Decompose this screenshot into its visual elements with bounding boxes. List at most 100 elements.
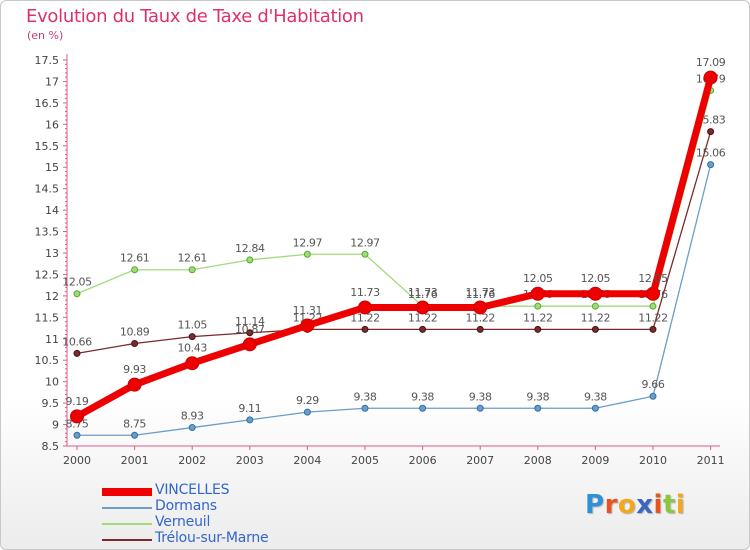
data-label: 9.38 xyxy=(354,390,377,403)
data-label: 11.76 xyxy=(465,288,495,301)
data-point xyxy=(534,302,542,310)
data-point xyxy=(131,431,139,439)
data-label: 12.97 xyxy=(350,236,380,249)
y-tick-label: 15 xyxy=(45,161,59,174)
legend: VINCELLES Dormans Verneuil Trélou-sur-Marne xyxy=(102,482,302,548)
series-verneuil: 12.05 12.61 12.61 12.84 12.97 12.97 11.76 11.76… xyxy=(62,72,726,310)
legend-label: Dormans xyxy=(155,498,217,514)
y-tick-label: 13 xyxy=(45,247,59,260)
data-label: 9.38 xyxy=(584,390,607,403)
data-label: 11.73 xyxy=(465,286,495,299)
chart-unit: (en %) xyxy=(27,29,64,42)
legend-item: Verneuil xyxy=(102,514,302,532)
data-point xyxy=(131,339,139,347)
data-point xyxy=(415,300,430,315)
data-point xyxy=(300,318,315,333)
legend-label: VINCELLES xyxy=(155,482,230,498)
chart-title: Evolution du Taux de Taxe d'Habitation xyxy=(26,6,364,27)
y-tick-label: 14 xyxy=(45,204,59,217)
data-label: 10.89 xyxy=(120,325,150,338)
data-point xyxy=(358,300,372,315)
data-label: 11.22 xyxy=(465,311,495,324)
data-label: 11.22 xyxy=(350,311,380,324)
data-point xyxy=(419,325,427,333)
data-label: 12.61 xyxy=(177,252,207,265)
data-label: 12.61 xyxy=(120,252,150,265)
legend-item: Trélou-sur-Marne xyxy=(102,530,302,548)
legend-swatch xyxy=(102,488,152,496)
data-label: 11.22 xyxy=(408,311,438,324)
data-label: 9.19 xyxy=(66,395,89,408)
y-tick-label: 10 xyxy=(45,376,59,389)
series-line xyxy=(76,90,712,307)
data-label: 10.66 xyxy=(62,335,92,348)
data-point xyxy=(588,286,603,301)
legend-swatch xyxy=(102,523,152,525)
data-label: 11.22 xyxy=(581,311,611,324)
x-tick-label: 2000 xyxy=(63,454,91,467)
y-tick-label: 16.5 xyxy=(35,97,60,110)
data-point xyxy=(530,286,545,301)
legend-item: Dormans xyxy=(102,498,302,516)
data-point xyxy=(361,325,369,333)
data-point xyxy=(476,325,484,333)
y-tick-label: 16 xyxy=(45,118,59,131)
x-tick-label: 2011 xyxy=(697,454,725,467)
data-label: 12.05 xyxy=(581,272,611,285)
proxiti-logo: Proxiti xyxy=(585,490,685,520)
data-point xyxy=(591,325,599,333)
data-point xyxy=(127,377,142,392)
series-line xyxy=(77,164,712,436)
data-label: 9.93 xyxy=(123,363,146,376)
x-tick-label: 2005 xyxy=(351,454,379,467)
data-point xyxy=(303,250,311,258)
y-tick-label: 9.5 xyxy=(42,397,60,410)
data-label: 15.06 xyxy=(696,147,726,160)
y-tick-label: 11.5 xyxy=(35,311,60,324)
data-point xyxy=(419,404,427,412)
x-tick-label: 2001 xyxy=(121,454,149,467)
data-label: 11.73 xyxy=(350,286,380,299)
data-point xyxy=(473,300,488,315)
legend-swatch xyxy=(102,507,152,509)
data-label: 11.31 xyxy=(293,304,323,317)
data-point xyxy=(534,325,542,333)
x-tick-label: 2009 xyxy=(581,454,609,467)
legend-item: VINCELLES xyxy=(102,482,302,500)
legend-label: Verneuil xyxy=(155,514,211,530)
data-point xyxy=(185,356,200,371)
data-label: 10.43 xyxy=(177,342,207,355)
data-point xyxy=(707,128,715,136)
series-line xyxy=(75,76,714,420)
data-label: 9.66 xyxy=(642,378,665,391)
data-point xyxy=(242,337,257,352)
data-point xyxy=(131,266,139,274)
data-label: 9.38 xyxy=(411,390,434,403)
data-point xyxy=(303,408,311,416)
data-label: 11.05 xyxy=(177,319,207,332)
x-tick-label: 2002 xyxy=(178,454,206,467)
data-point xyxy=(188,266,196,274)
logo-letter: o xyxy=(617,490,637,520)
series-tr-lou-sur-marne: 10.66 10.89 11.05 11.14 11.22 11.22 11.22 11.22… xyxy=(62,114,726,357)
data-label: 9.29 xyxy=(296,394,319,407)
data-label: 11.14 xyxy=(235,315,265,328)
data-point xyxy=(246,256,254,264)
x-tick-label: 2003 xyxy=(236,454,264,467)
data-point xyxy=(591,404,599,412)
x-tick-label: 2007 xyxy=(466,454,494,467)
data-label: 10.87 xyxy=(235,323,265,336)
logo-letter: t xyxy=(662,490,676,520)
data-point xyxy=(188,424,196,432)
data-label: 11.22 xyxy=(523,311,553,324)
data-point xyxy=(73,290,81,298)
y-tick-label: 13.5 xyxy=(35,226,60,239)
data-label: 8.93 xyxy=(181,410,204,423)
data-point xyxy=(73,431,81,439)
y-tick-label: 10.5 xyxy=(35,354,60,367)
data-label: 11.22 xyxy=(638,311,668,324)
x-tick-label: 2010 xyxy=(639,454,667,467)
series-vincelles: 9.19 9.93 10.43 10.87 11.31 11.73 11.73 11.73 12… xyxy=(66,56,726,424)
legend-swatch xyxy=(102,539,152,541)
